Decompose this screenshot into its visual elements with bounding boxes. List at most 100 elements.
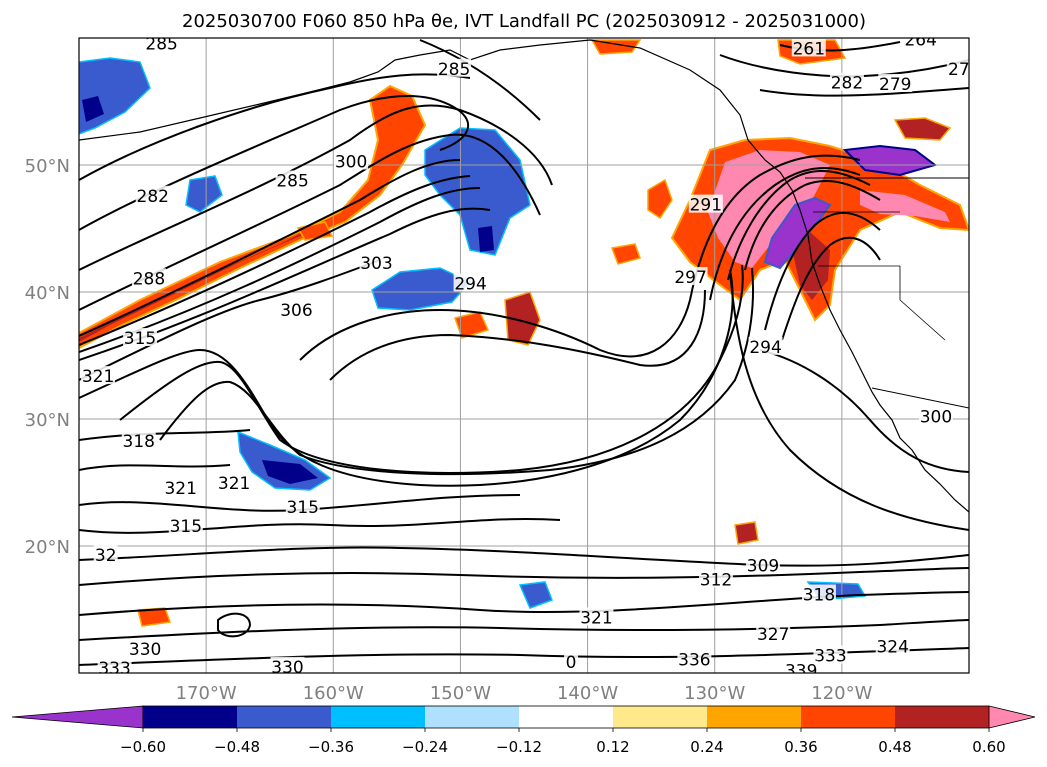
contour-line bbox=[329, 289, 706, 381]
contour-label: 321 bbox=[218, 474, 250, 494]
contour-label: 336 bbox=[678, 650, 710, 670]
ivt-negative-small-south bbox=[518, 581, 553, 609]
contour-line bbox=[79, 159, 461, 337]
colorbar-tick-label: −0.48 bbox=[214, 738, 260, 756]
contour-label: 318 bbox=[123, 432, 155, 452]
ivt-positive-patch-3 bbox=[610, 243, 641, 265]
colorbar-segment bbox=[331, 706, 426, 728]
longitude-ticks: 170°W 160°W 150°W 140°W 130°W 120°W bbox=[176, 683, 873, 704]
contour-label: 339 bbox=[785, 662, 817, 682]
colorbar-segment bbox=[895, 706, 990, 728]
contour-label-bg bbox=[334, 151, 369, 170]
ivt-positive-patch-5 bbox=[734, 521, 759, 545]
contour-label: 327 bbox=[757, 625, 789, 645]
ivt-pc-max-inland bbox=[860, 190, 950, 222]
contour-label-bg bbox=[437, 58, 472, 77]
ivt-positive-patch-10 bbox=[590, 39, 642, 55]
colorbar-extend-low bbox=[11, 705, 144, 729]
contour-label-bg bbox=[121, 430, 156, 449]
contour-label-bg bbox=[453, 273, 488, 292]
colorbar-segment bbox=[425, 706, 520, 728]
ivt-negative-gulf-core bbox=[478, 226, 494, 252]
gridlines bbox=[79, 38, 969, 673]
colorbar-tick-label: 0.12 bbox=[596, 738, 629, 756]
contour-line bbox=[79, 464, 231, 471]
contour-label-bg bbox=[285, 496, 320, 515]
contour-label-bg bbox=[270, 656, 305, 673]
coastline-north-america bbox=[747, 139, 969, 513]
contour-line bbox=[79, 647, 969, 666]
contour-line bbox=[79, 187, 481, 353]
contour-label-bg bbox=[81, 366, 116, 385]
contour-label: 261 bbox=[793, 39, 825, 59]
contour-label: 324 bbox=[876, 638, 908, 658]
contour-label-bg bbox=[784, 660, 819, 673]
contour-label-bg bbox=[918, 406, 953, 425]
contour-label-bg bbox=[829, 72, 864, 91]
contour-line bbox=[744, 179, 881, 271]
x-tick-label: 150°W bbox=[430, 683, 491, 704]
contour-label-bg bbox=[131, 268, 166, 287]
contour-line bbox=[79, 259, 381, 381]
contour-label-bg bbox=[746, 555, 781, 574]
contour-label: 300 bbox=[920, 408, 952, 428]
contour-label-bg bbox=[801, 584, 836, 603]
ivt-positive-patch-1 bbox=[454, 311, 490, 339]
contour-line bbox=[764, 211, 881, 331]
ivt-pc-max-coast bbox=[708, 150, 830, 268]
ivt-secondary-red-coast bbox=[790, 232, 830, 300]
contour-label: 285 bbox=[145, 34, 177, 54]
colorbar-outline bbox=[142, 705, 990, 729]
contour-label: 333 bbox=[98, 659, 130, 679]
contour-line bbox=[79, 517, 561, 534]
ivt-negative-small-west bbox=[185, 175, 223, 213]
contour-label-bg bbox=[564, 651, 579, 670]
contour-line bbox=[79, 619, 969, 641]
ivt-positive-patch-7 bbox=[893, 117, 952, 141]
contour-line bbox=[689, 154, 861, 301]
border-us-mexico bbox=[871, 387, 969, 409]
contour-label: 300 bbox=[335, 152, 367, 172]
contour-label: 291 bbox=[690, 196, 722, 216]
x-tick-label: 170°W bbox=[176, 683, 237, 704]
chart-title: 2025030700 F060 850 hPa θe, IVT Landfall… bbox=[182, 11, 866, 32]
contour-label: 330 bbox=[271, 658, 303, 678]
contour-label-bg bbox=[698, 569, 733, 588]
y-tick-label: 50°N bbox=[25, 156, 70, 177]
ivt-negative-nw-core bbox=[82, 96, 104, 122]
colorbar-segment bbox=[519, 706, 614, 728]
contour-line bbox=[79, 429, 251, 441]
contour-line bbox=[79, 104, 553, 271]
x-tick-label: 130°W bbox=[684, 683, 745, 704]
contour-label: 264 bbox=[904, 31, 936, 51]
contour-label-bg bbox=[875, 636, 910, 655]
contour-line bbox=[79, 546, 969, 567]
colorbar-tick-label: 0.36 bbox=[784, 738, 817, 756]
contour-label: 282 bbox=[137, 187, 169, 207]
contour-label-bg bbox=[123, 327, 158, 346]
contour-line bbox=[79, 567, 969, 586]
contour-line bbox=[79, 175, 471, 346]
contour-label: 318 bbox=[803, 586, 835, 606]
colorbar-segment bbox=[613, 706, 708, 728]
contour-label: 303 bbox=[360, 254, 392, 274]
ivt-negative-subtropical-core bbox=[262, 460, 318, 484]
contour-label: 279 bbox=[879, 75, 911, 95]
map-frame bbox=[78, 37, 970, 674]
contour-label-bg bbox=[677, 649, 712, 668]
contour-label: 282 bbox=[831, 74, 863, 94]
contour-label: 321 bbox=[82, 367, 114, 387]
contour-label-bg bbox=[791, 38, 826, 57]
contour-line bbox=[79, 591, 969, 616]
contour-label: 321 bbox=[580, 608, 612, 628]
contour-label-bg bbox=[756, 623, 791, 642]
contour-label-bg bbox=[673, 267, 708, 286]
y-tick-label: 20°N bbox=[25, 537, 70, 558]
contour-line bbox=[419, 39, 541, 121]
contour-label-bg bbox=[135, 185, 170, 204]
contour-label-bg bbox=[128, 639, 163, 658]
map-area: 285 285 282 285 300 288 303 294 306 315 321 318 321 3… bbox=[79, 31, 970, 682]
contour-label: 27 bbox=[948, 60, 970, 80]
colorbar-tick-labels: −0.60 −0.48 −0.36 −0.24 −0.12 0.12 0.24 0.36 0.4… bbox=[120, 728, 1006, 756]
